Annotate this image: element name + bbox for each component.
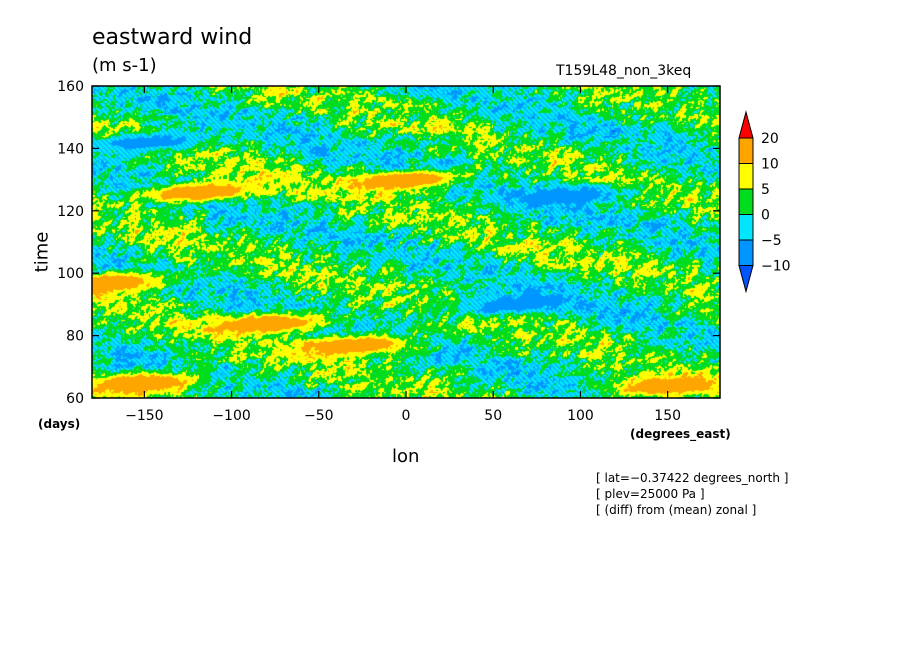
colorbar-segment (738, 265, 754, 294)
y-tick-label: 100 (57, 266, 84, 282)
colorbar-segment (738, 110, 754, 139)
annotation-diff: [ (diff) from (mean) zonal ] (596, 503, 757, 517)
colorbar-label: −10 (761, 259, 791, 275)
x-tick-label: 100 (567, 408, 594, 424)
annotation-latitude: [ lat=−0.37422 degrees_north ] (596, 471, 789, 485)
colorbar-segment (738, 137, 754, 164)
y-tick-label: 60 (66, 391, 84, 407)
y-tick-label: 140 (57, 141, 84, 157)
y-axis-units: (days) (38, 417, 81, 431)
y-axis-label: time (31, 231, 53, 273)
chart-title: eastward wind (92, 25, 253, 50)
colorbar-segment (738, 239, 754, 266)
colorbar-label: 20 (761, 131, 779, 147)
y-axis: 60 80 100 120 140 160 (57, 79, 720, 407)
chart-units: (m s-1) (92, 55, 157, 76)
colorbar-segment (738, 188, 754, 215)
x-tick-label: 0 (402, 408, 411, 424)
colorbar-label: −5 (761, 233, 782, 249)
colorbar-label: 5 (761, 182, 770, 198)
x-tick-label: 150 (654, 408, 681, 424)
x-tick-label: −100 (212, 408, 250, 424)
x-axis-units: (degrees_east) (630, 427, 731, 441)
wind-field-heatmap (92, 86, 720, 398)
run-name: T159L48_non_3keq (556, 63, 692, 79)
colorbar-label: 10 (761, 157, 779, 173)
x-tick-label: −50 (304, 408, 334, 424)
colorbar: 20 10 5 0 −5 −10 (738, 110, 791, 294)
x-tick-label: −150 (125, 408, 163, 424)
x-axis-label: lon (392, 446, 420, 467)
x-tick-label: 50 (484, 408, 502, 424)
annotation-pressure-level: [ plev=25000 Pa ] (596, 487, 705, 501)
plot-border (91, 85, 721, 399)
x-axis: −150 −100 −50 0 50 100 150 (125, 86, 681, 424)
colorbar-segment (738, 214, 754, 241)
y-tick-label: 160 (57, 79, 84, 95)
colorbar-label: 0 (761, 208, 770, 224)
colorbar-segment (738, 163, 754, 190)
y-tick-label: 80 (66, 329, 84, 345)
y-tick-label: 120 (57, 204, 84, 220)
